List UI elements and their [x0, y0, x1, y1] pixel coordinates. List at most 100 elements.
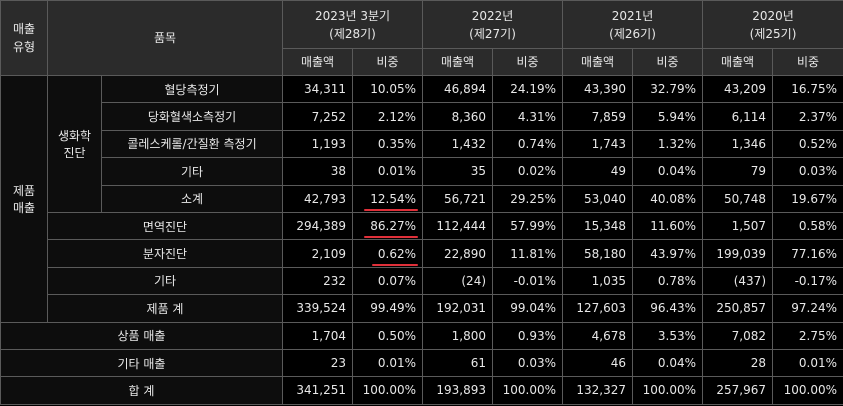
cell: 2.12% — [351, 102, 424, 131]
table-row-other-sales: 기타 매출 23 0.01% 61 0.03% 46 0.04% 28 0.01… — [0, 348, 843, 378]
row-label: 상품 매출 — [0, 321, 283, 350]
cell: 2.37% — [772, 102, 843, 131]
cell: 339,524 — [282, 294, 353, 323]
highlighted-value: 86.27% — [364, 219, 418, 239]
cell: 99.49% — [351, 294, 424, 323]
cell: 23 — [282, 348, 353, 378]
row-label: 제품 계 — [47, 294, 283, 323]
table-row-bio-subtotal: 소계 42,793 12.54% 56,721 29.25% 53,040 40… — [1, 184, 843, 213]
cell: 43,390 — [562, 74, 634, 104]
cell: 0.02% — [492, 157, 564, 186]
cell: 7,082 — [702, 321, 774, 350]
cell: 16.75% — [772, 74, 843, 104]
table-row-grand-total: 합 계 341,251 100.00% 193,893 100.00% 132,… — [0, 376, 843, 405]
period-term: (제27기) — [469, 26, 516, 41]
header-sales-amount: 매출액 — [282, 48, 353, 76]
table-row-molecular: 분자진단 2,109 0.62% 22,890 11.81% 58,180 43… — [1, 239, 843, 268]
header-share: 비중 — [632, 48, 704, 76]
cell: 1,193 — [282, 129, 353, 159]
cell: 2,109 — [282, 239, 353, 268]
cell: 99.04% — [492, 294, 564, 323]
header-period-2023q3: 2023년 3분기 (제28기) — [281, 0, 424, 49]
cell: 0.35% — [351, 129, 424, 159]
cell: 0.01% — [351, 157, 424, 186]
cell: 0.52% — [772, 129, 843, 159]
period-year: 2020년 — [752, 8, 794, 23]
period-year: 2021년 — [611, 8, 654, 23]
header-sales-amount: 매출액 — [562, 48, 634, 76]
cell: 0.03% — [492, 348, 564, 378]
cell: 28 — [702, 348, 774, 378]
cell: 132,327 — [562, 376, 634, 405]
cell: 96.43% — [632, 294, 704, 323]
cell: 32.79% — [632, 74, 704, 104]
cell: 24.19% — [492, 74, 564, 104]
cell: 61 — [422, 348, 494, 378]
row-label: 기타 — [101, 157, 283, 186]
cell: 11.60% — [632, 211, 704, 241]
cell: 4.31% — [492, 102, 564, 131]
cell: 100.00% — [772, 376, 843, 405]
group-product-sales: 제품 매출 — [0, 75, 48, 323]
cell: 42,793 — [282, 184, 353, 213]
row-label: 분자진단 — [47, 239, 283, 268]
cell: 56,721 — [422, 184, 494, 213]
cell: 0.04% — [632, 348, 704, 378]
cell: 1,346 — [702, 129, 774, 159]
cell: 100.00% — [492, 376, 564, 405]
cell: 4,678 — [562, 321, 634, 350]
cell: 0.58% — [772, 211, 843, 241]
cell: 0.07% — [351, 266, 424, 296]
table-row-immuno: 면역진단 294,389 86.27% 112,444 57.99% 15,34… — [1, 211, 843, 241]
row-label: 기타 — [47, 266, 283, 296]
cell: 53,040 — [562, 184, 634, 213]
cell: 34,311 — [282, 74, 353, 104]
cell: -0.01% — [492, 266, 564, 296]
cell: (24) — [422, 266, 494, 296]
cell: 100.00% — [632, 376, 704, 405]
cell: 49 — [562, 157, 634, 186]
cell: 50,748 — [702, 184, 774, 213]
header-period-2021: 2021년 (제26기) — [562, 0, 704, 49]
header-sales-amount: 매출액 — [422, 48, 494, 76]
row-label: 콜레스케롤/간질환 측정기 — [101, 129, 283, 159]
cell: 79 — [702, 157, 774, 186]
cell: 1,035 — [562, 266, 634, 296]
cell: 46,894 — [422, 74, 494, 104]
cell: 0.78% — [632, 266, 704, 296]
cell: 341,251 — [282, 376, 353, 405]
cell: 1,432 — [422, 129, 494, 159]
period-year: 2022년 — [471, 8, 514, 23]
cell-highlighted: 12.54% — [351, 184, 424, 213]
cell: 1,507 — [702, 211, 774, 241]
table-row-bio-other: 기타 38 0.01% 35 0.02% 49 0.04% 79 0.03% — [1, 157, 843, 186]
cell: 0.04% — [632, 157, 704, 186]
cell: -0.17% — [772, 266, 843, 296]
cell: 97.24% — [772, 294, 843, 323]
group-biochem: 생화학 진단 — [47, 75, 102, 213]
cell: 0.01% — [351, 348, 424, 378]
cell: 57.99% — [492, 211, 564, 241]
header-share: 비중 — [492, 48, 564, 76]
row-label: 합 계 — [0, 376, 283, 405]
cell: 38 — [282, 157, 353, 186]
header-sales-type: 매출 유형 — [0, 0, 48, 76]
row-label: 당화혈색소측정기 — [101, 102, 283, 131]
highlighted-value: 12.54% — [364, 191, 418, 211]
period-term: (제26기) — [609, 26, 656, 41]
cell: 29.25% — [492, 184, 564, 213]
cell: 257,967 — [702, 376, 774, 405]
cell: 0.93% — [492, 321, 564, 350]
cell: 127,603 — [562, 294, 634, 323]
period-term: (제28기) — [329, 26, 376, 41]
cell: 8,360 — [422, 102, 494, 131]
table-row-product-other: 기타 232 0.07% (24) -0.01% 1,035 0.78% (43… — [1, 266, 843, 296]
table-row-glucose: 제품 매출 생화학 진단 혈당측정기 34,311 10.05% 46,894 … — [0, 74, 843, 323]
cell-highlighted: 0.62% — [351, 239, 424, 268]
cell: 43.97% — [632, 239, 704, 268]
cell: 15,348 — [562, 211, 634, 241]
cell: 6,114 — [702, 102, 774, 131]
table-row-product-total: 제품 계 339,524 99.49% 192,031 99.04% 127,6… — [1, 294, 843, 323]
table-row-hba1c: 당화혈색소측정기 7,252 2.12% 8,360 4.31% 7,859 5… — [1, 102, 843, 131]
